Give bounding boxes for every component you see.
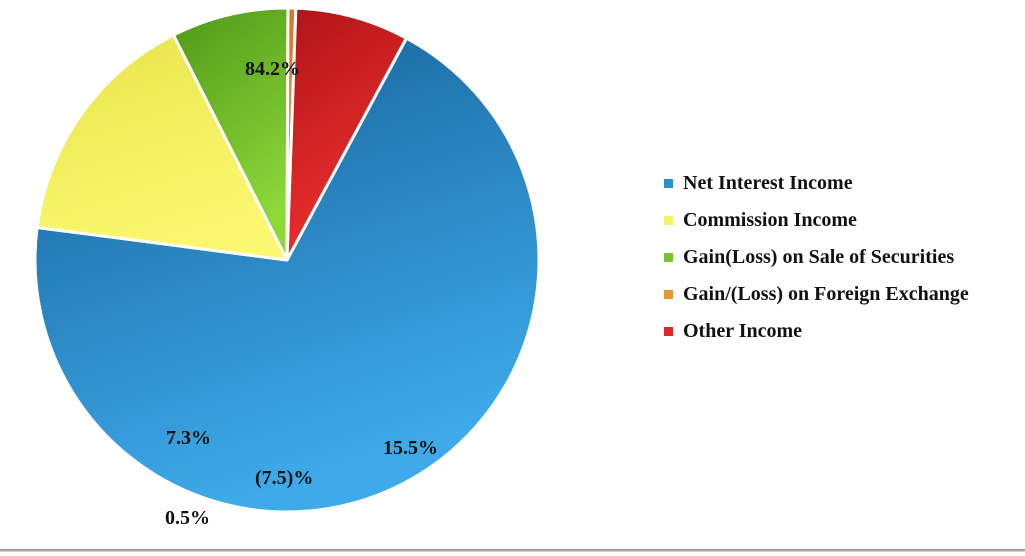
data-label: 15.5%	[383, 437, 438, 459]
pie-slices	[33, 6, 541, 514]
legend-item: Gain/(Loss) on Foreign Exchange	[664, 282, 969, 306]
legend-label: Gain(Loss) on Sale of Securities	[683, 245, 955, 268]
chart-legend: Net Interest Income Commission Income Gain…	[664, 171, 969, 343]
legend-swatch	[664, 289, 673, 299]
legend-item: Net Interest Income	[664, 171, 969, 195]
legend-swatch	[664, 252, 673, 262]
data-labels: 84.2% 15.5% (7.5)% 0.5% 7.3%	[165, 58, 438, 529]
legend-label: Gain/(Loss) on Foreign Exchange	[683, 282, 969, 305]
data-label: 84.2%	[245, 58, 300, 80]
data-label: (7.5)%	[255, 467, 313, 489]
legend-item: Other Income	[664, 319, 969, 343]
legend-swatch	[664, 215, 673, 225]
legend-item: Commission Income	[664, 208, 969, 232]
legend-label: Other Income	[683, 319, 803, 342]
legend-item: Gain(Loss) on Sale of Securities	[664, 245, 969, 269]
legend-swatch	[664, 326, 673, 336]
legend-label: Net Interest Income	[683, 171, 853, 194]
legend-label: Commission Income	[683, 208, 857, 231]
data-label: 0.5%	[165, 507, 210, 529]
data-label: 7.3%	[166, 427, 211, 449]
pie-slice-other-income	[285, 6, 408, 262]
bottom-divider	[0, 549, 1025, 552]
legend-swatch	[664, 178, 673, 188]
pie-slice-net-interest-income	[33, 36, 541, 514]
pie-slice-commission-income	[35, 33, 289, 262]
pie-slice-gain-loss-on-sale-of-securities	[171, 6, 290, 262]
